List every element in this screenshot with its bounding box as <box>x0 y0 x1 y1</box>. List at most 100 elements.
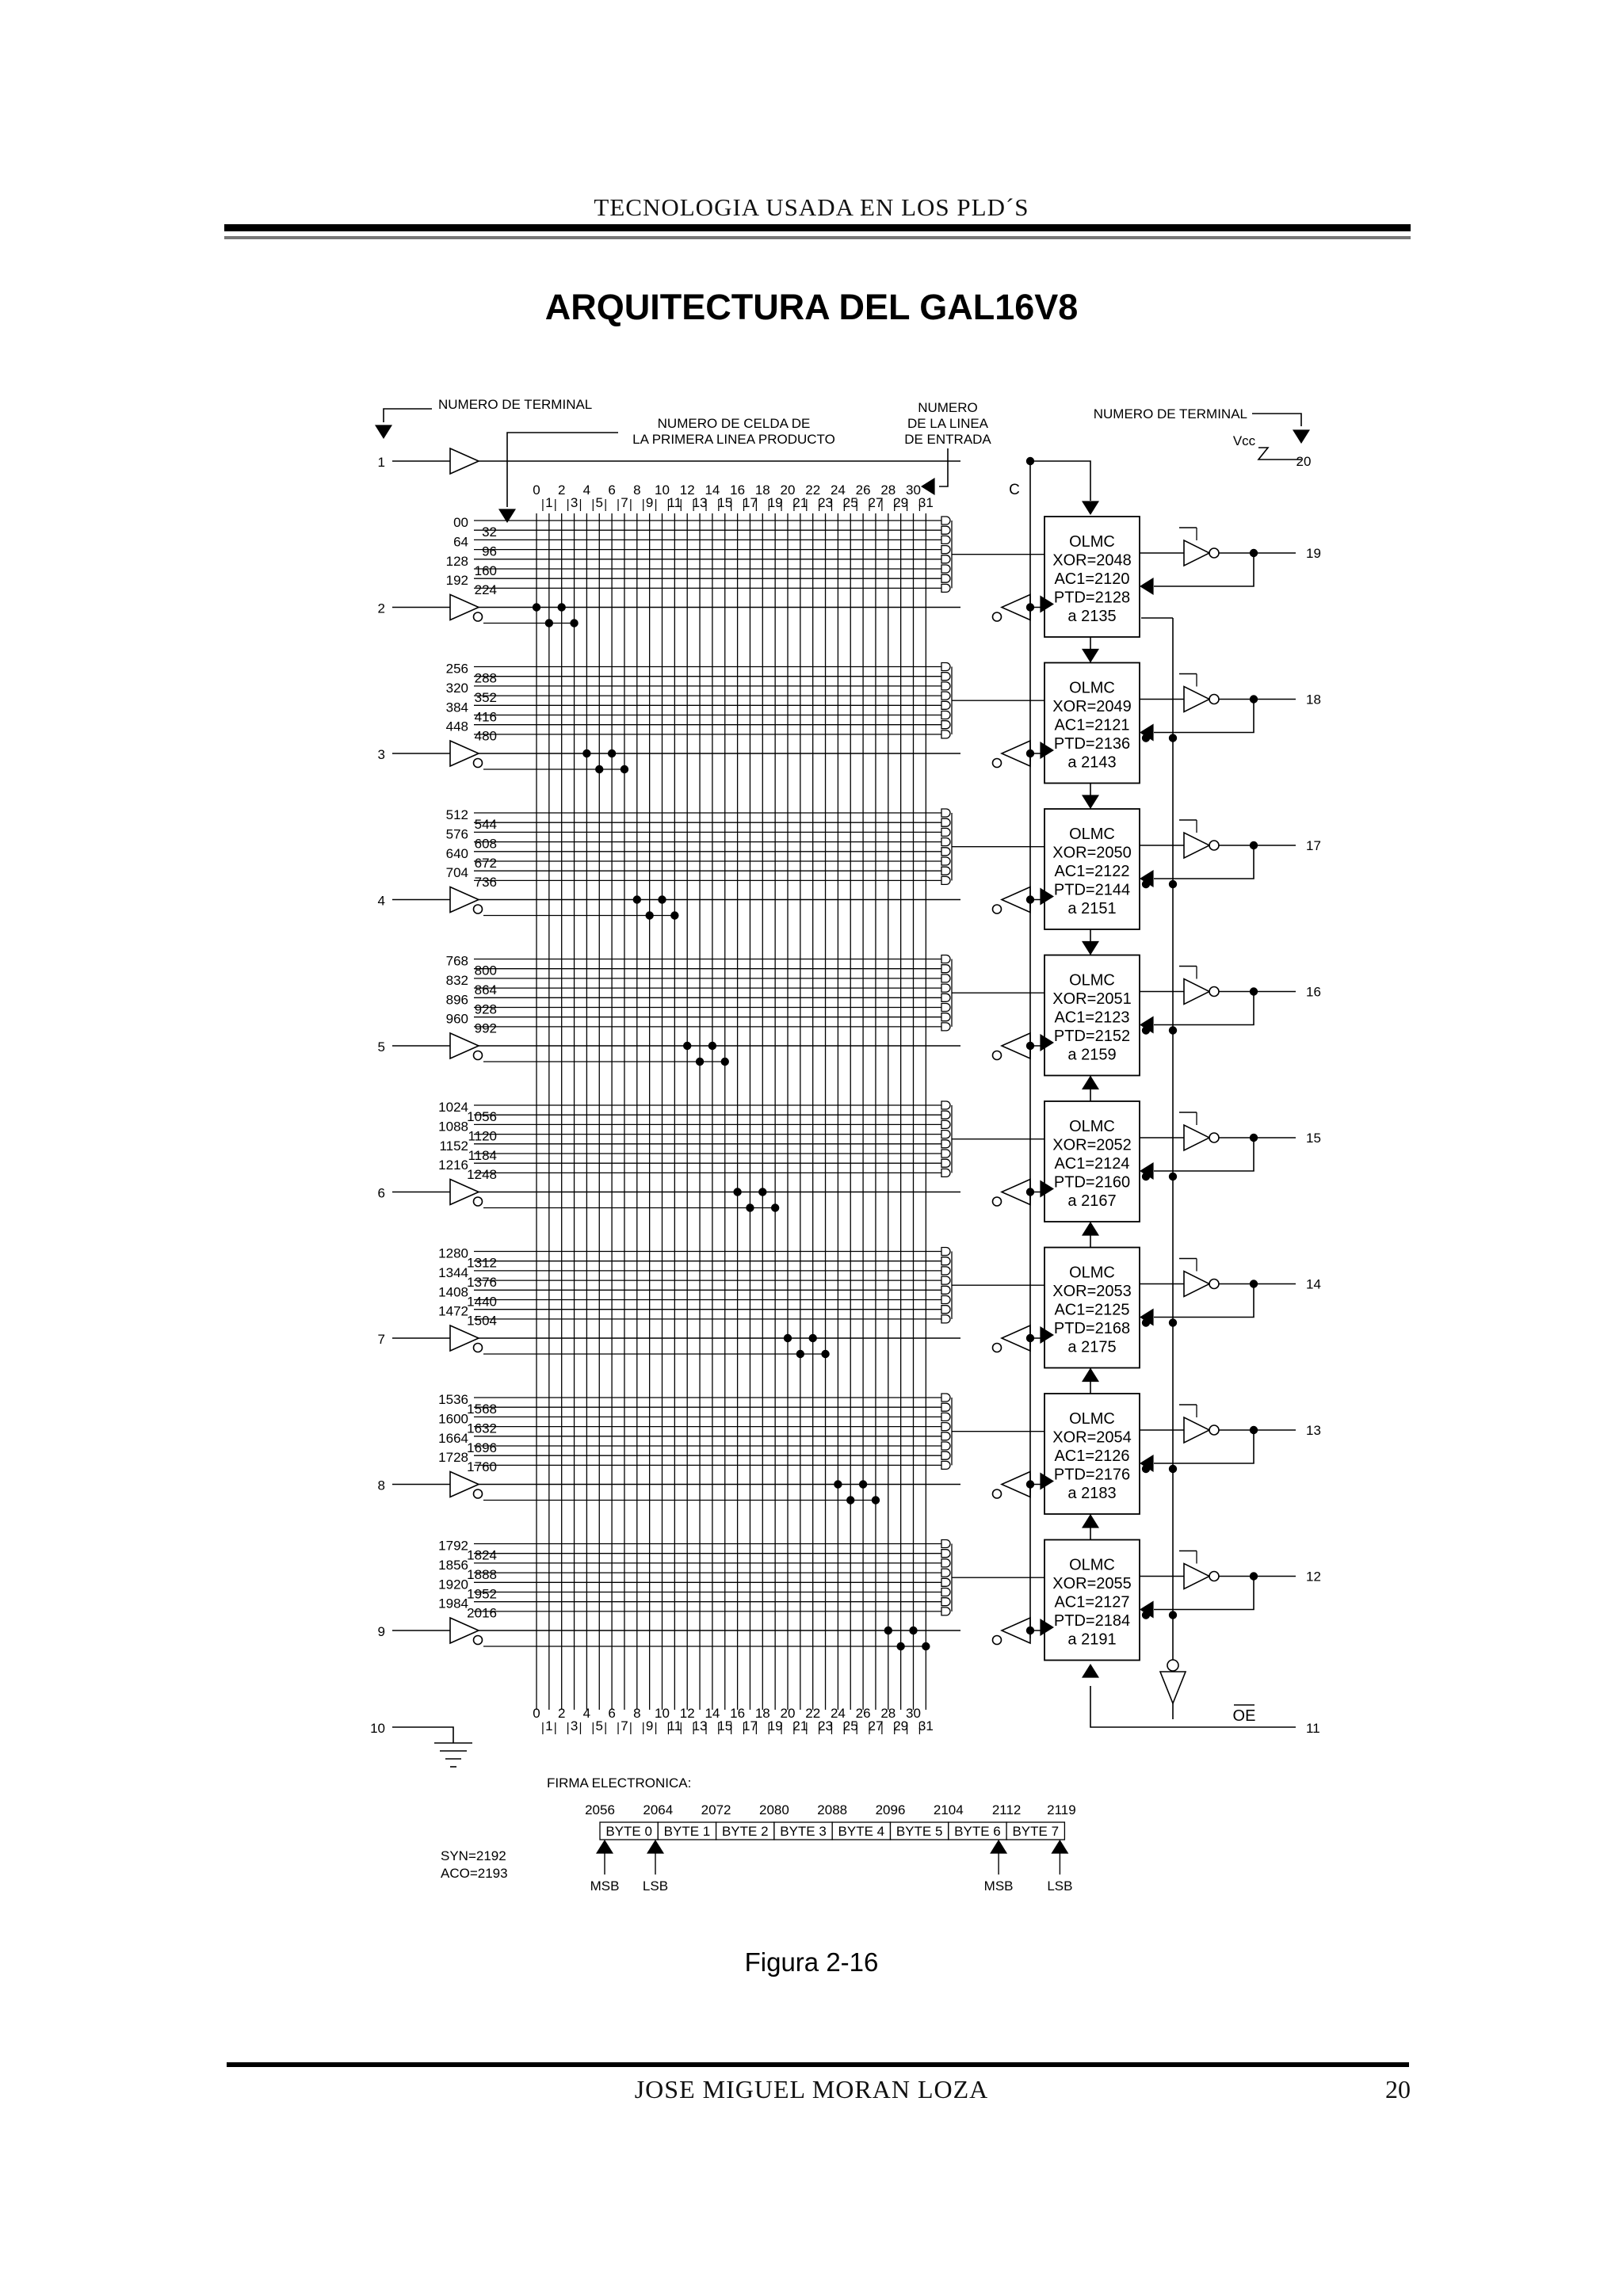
product-term-number-left: 640 <box>446 846 468 861</box>
oe-junction-dot <box>1141 1026 1151 1035</box>
output-buffer <box>1183 1562 1211 1590</box>
feedback-wire <box>1154 1430 1254 1464</box>
oe-junction-dot <box>1168 1172 1178 1181</box>
clock-arrow <box>1040 1472 1054 1490</box>
feedback-arrow <box>1140 1162 1154 1180</box>
column-number-even-top: 24 <box>831 482 846 498</box>
input-inverter-bubble <box>472 1342 483 1353</box>
and-gate <box>941 555 951 564</box>
product-term-number-left: 704 <box>446 865 468 880</box>
input-pin-number: 2 <box>378 601 385 616</box>
olmc-label: OLMC <box>1069 680 1115 697</box>
vcc-label: Vcc <box>1233 433 1256 448</box>
and-gate <box>941 564 951 574</box>
olmc-box <box>1044 662 1140 784</box>
olmc-box <box>1044 516 1140 638</box>
column-number-even-top: 26 <box>856 482 871 498</box>
column-number-odd-top: 15 <box>717 495 732 510</box>
olmc-label: PTD=2128 <box>1054 589 1130 607</box>
oe-junction-dot <box>1141 1464 1151 1474</box>
output-inverter-bubble <box>1209 1132 1220 1143</box>
and-gate <box>941 525 951 535</box>
olmc-label: a 2167 <box>1067 1192 1116 1210</box>
column-number-odd-bottom: 13 <box>693 1718 708 1733</box>
feedback-arrow <box>1140 1455 1154 1472</box>
and-gate <box>941 818 951 827</box>
and-gate <box>941 1412 951 1422</box>
product-term-number-right: 2016 <box>467 1606 497 1621</box>
arrow-cell-number <box>498 509 516 523</box>
input-buffer <box>449 739 480 768</box>
olmc-label: XOR=2051 <box>1052 990 1132 1008</box>
signature-address: 2072 <box>701 1802 731 1817</box>
and-gate <box>941 681 951 691</box>
column-number-even-bottom: 2 <box>558 1706 565 1721</box>
output-buffer <box>1183 539 1211 567</box>
column-number-even-bottom: 4 <box>583 1706 590 1721</box>
olmc-chain-arrow <box>1082 1367 1099 1383</box>
column-number-odd-bottom: 3 <box>571 1718 578 1733</box>
oe-arrow-up <box>1082 1664 1099 1678</box>
signature-address: 2088 <box>817 1802 847 1817</box>
olmc-label: AC1=2122 <box>1054 863 1129 880</box>
and-gate <box>941 1432 951 1441</box>
input-pin-number: 8 <box>378 1478 385 1493</box>
product-term-number-right: 1632 <box>467 1421 497 1436</box>
oe-junction-dot <box>1141 734 1151 742</box>
column-number-odd-top: 11 <box>668 495 682 510</box>
signature-lsb-label: LSB <box>643 1878 668 1894</box>
input-pin-number: 3 <box>378 747 385 762</box>
product-term-number-left: 1152 <box>439 1138 468 1154</box>
signature-address: 2096 <box>876 1802 906 1817</box>
and-gate <box>941 847 951 856</box>
olmc-box <box>1044 1393 1140 1515</box>
feedback-wire <box>1154 699 1254 734</box>
feedback-buffer <box>1000 886 1031 913</box>
signature-byte-label: BYTE 1 <box>664 1824 711 1839</box>
true-input-dot <box>658 895 666 904</box>
column-number-even-top: 18 <box>755 482 770 498</box>
product-term-number-right: 928 <box>475 1001 497 1016</box>
input-inverter-bubble <box>472 1196 483 1207</box>
and-gate <box>941 1549 951 1558</box>
output-buffer <box>1183 1270 1211 1298</box>
olmc-label: XOR=2052 <box>1052 1137 1132 1154</box>
and-gate <box>941 1402 951 1412</box>
and-gate <box>941 1421 951 1432</box>
product-term-number-left: 384 <box>446 700 468 715</box>
product-term-number-right: 1824 <box>467 1548 497 1563</box>
feedback-buffer <box>1000 593 1031 621</box>
column-number-odd-top: 7 <box>621 495 628 510</box>
product-term-number-left: 512 <box>446 807 468 822</box>
oe-junction-dot <box>1168 1611 1178 1619</box>
olmc-label: AC1=2123 <box>1054 1009 1129 1027</box>
signature-arrow <box>1051 1840 1069 1854</box>
signature-msb-label: MSB <box>590 1878 620 1894</box>
feedback-wire <box>1154 1576 1254 1611</box>
output-buffer <box>1183 1123 1211 1152</box>
oe-junction-dot <box>1141 1172 1151 1181</box>
label-cell-number-2: LA PRIMERA LINEA PRODUCTO <box>632 432 835 447</box>
column-number-even-top: 0 <box>533 482 540 498</box>
clock-label: C <box>1009 482 1020 498</box>
column-number-even-top: 12 <box>680 482 695 498</box>
column-number-odd-bottom: 21 <box>792 1718 808 1733</box>
product-term-number-left: 1472 <box>438 1304 468 1319</box>
clock-arrow <box>1040 742 1054 759</box>
input-inverter-bubble <box>472 904 483 914</box>
feedback-arrow <box>1140 870 1154 887</box>
input-buffer <box>449 1178 480 1206</box>
and-gate <box>941 1285 951 1295</box>
olmc-label: PTD=2144 <box>1054 882 1130 899</box>
olmc-label: PTD=2152 <box>1054 1028 1130 1045</box>
syn-label: SYN=2192 <box>441 1848 506 1863</box>
product-term-number-right: 1760 <box>467 1459 497 1474</box>
signature-address: 2080 <box>759 1802 789 1817</box>
output-pin-number: 14 <box>1306 1277 1321 1292</box>
label-input-line-3: DE ENTRADA <box>904 432 991 447</box>
output-inverter-bubble <box>1209 1425 1220 1436</box>
column-number-even-top: 22 <box>805 482 820 498</box>
page-title: ARQUITECTURA DEL GAL16V8 <box>544 287 1079 327</box>
and-gate <box>941 1168 951 1178</box>
product-term-number-left: 1280 <box>438 1246 468 1261</box>
